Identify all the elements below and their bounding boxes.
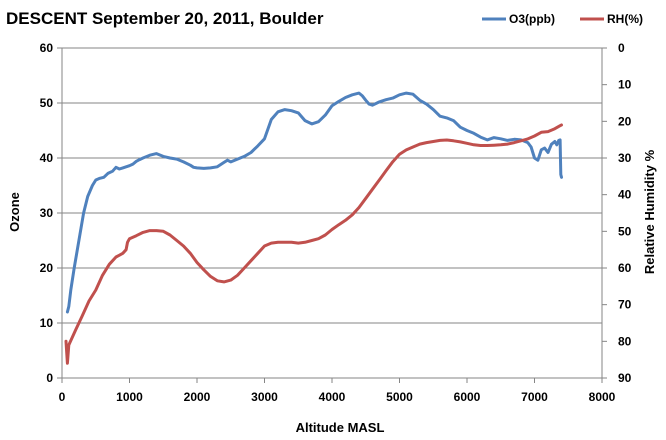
y-tick-label: 20 — [40, 261, 54, 275]
x-tick-label: 5000 — [386, 390, 413, 404]
x-tick-label: 6000 — [454, 390, 481, 404]
y2-tick-label: 20 — [618, 114, 632, 128]
axes: 0 10 20 30 40 50 60 0 10 20 30 40 50 60 70 80 90 0 1000 200… — [40, 41, 632, 404]
chart-title: DESCENT September 20, 2011, Boulder — [6, 9, 324, 28]
y-tick-label: 0 — [46, 371, 53, 385]
y2-tick-label: 30 — [618, 151, 632, 165]
x-tick-label: 8000 — [589, 390, 616, 404]
series-line-2 — [64, 123, 563, 365]
y-tick-label: 40 — [40, 151, 54, 165]
y2-tick-label: 70 — [618, 298, 632, 312]
gridlines — [62, 47, 602, 324]
x-tick-label: 1000 — [116, 390, 143, 404]
y2-tick-label: 10 — [618, 78, 632, 92]
y-axis-label: Ozone — [7, 192, 22, 232]
x-tick-label: 3000 — [251, 390, 278, 404]
y2-tick-label: 40 — [618, 188, 632, 202]
y2-tick-label: 60 — [618, 261, 632, 275]
series-line-1 — [65, 91, 563, 314]
legend-label-1: O3(ppb) — [509, 12, 555, 26]
y-tick-label: 50 — [40, 96, 54, 110]
legend: O3(ppb) RH(%) — [482, 12, 643, 26]
x-tick-label: 0 — [59, 390, 66, 404]
y2-tick-label: 90 — [618, 371, 632, 385]
y2-tick-label: 50 — [618, 224, 632, 238]
legend-label-2: RH(%) — [607, 12, 643, 26]
x-tick-label: 2000 — [184, 390, 211, 404]
series-layer — [64, 91, 563, 365]
y-tick-label: 60 — [40, 41, 54, 55]
y2-tick-label: 80 — [618, 334, 632, 348]
y2-tick-label: 0 — [618, 41, 625, 55]
y-tick-label: 10 — [40, 316, 54, 330]
y-tick-label: 30 — [40, 206, 54, 220]
x-tick-label: 4000 — [319, 390, 346, 404]
x-axis-label: Altitude MASL — [296, 420, 385, 435]
y2-axis-label: Relative Humidity % — [642, 149, 657, 274]
x-tick-label: 7000 — [521, 390, 548, 404]
